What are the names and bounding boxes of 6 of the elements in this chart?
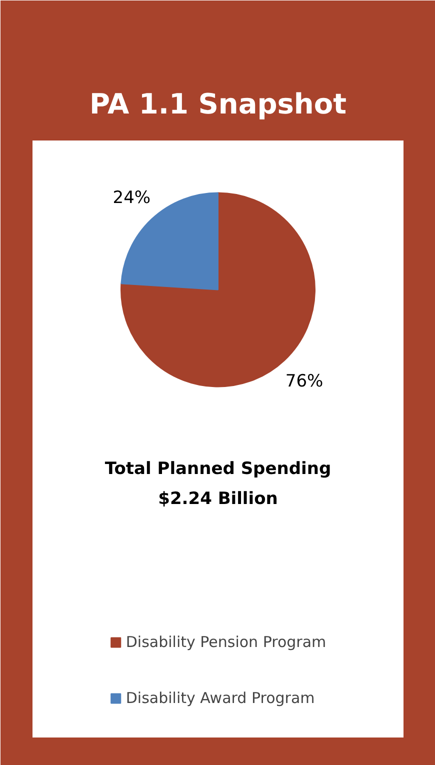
text: Total Planned Spending $2.24 Billion bbox=[104, 458, 332, 509]
data-label: 24% bbox=[112, 188, 151, 208]
legend-label: Disability Pension Program bbox=[126, 633, 326, 651]
chart-title: PA 1.1 Snapshot bbox=[90, 88, 346, 120]
legend-label: Disability Award Program bbox=[126, 689, 315, 707]
data-label: 76% bbox=[285, 372, 324, 392]
